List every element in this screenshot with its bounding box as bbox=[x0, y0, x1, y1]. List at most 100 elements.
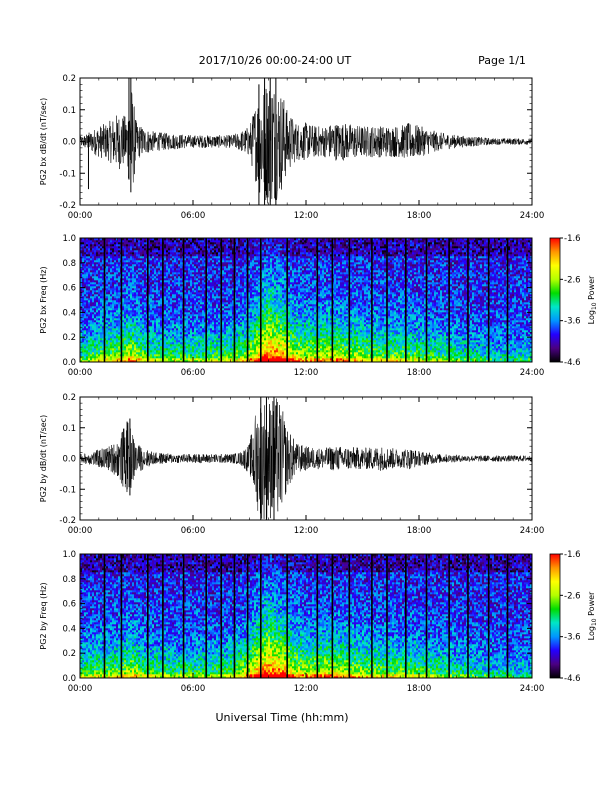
heatmap-cell bbox=[198, 300, 200, 302]
heatmap-cell bbox=[126, 266, 128, 268]
heatmap-cell bbox=[154, 328, 156, 330]
heatmap-cell bbox=[226, 300, 228, 302]
heatmap-cell bbox=[186, 338, 188, 340]
heatmap-cell bbox=[212, 292, 214, 294]
heatmap-cell bbox=[176, 354, 178, 356]
heatmap-cell bbox=[154, 250, 156, 252]
heatmap-cell bbox=[166, 324, 168, 326]
heatmap-cell bbox=[154, 330, 156, 332]
heatmap-cell bbox=[216, 240, 218, 242]
heatmap-cell bbox=[134, 320, 136, 322]
panel-bx-spectrogram: 1.00.80.60.40.20.000:00 06:00 12:00 18:00 24… bbox=[39, 234, 544, 378]
heatmap-cell bbox=[98, 344, 100, 346]
heatmap-cell bbox=[212, 338, 214, 340]
heatmap-cell bbox=[160, 338, 162, 340]
heatmap-cell bbox=[112, 264, 114, 266]
heatmap-cell bbox=[124, 336, 126, 338]
heatmap-cell bbox=[186, 290, 188, 292]
heatmap-cell bbox=[90, 354, 92, 356]
heatmap-cell bbox=[176, 246, 178, 248]
heatmap-cell bbox=[132, 340, 134, 342]
heatmap-cell bbox=[154, 292, 156, 294]
heatmap-cell bbox=[202, 352, 204, 354]
heatmap-cell bbox=[210, 330, 212, 332]
heatmap-cell bbox=[152, 314, 154, 316]
heatmap-cell bbox=[138, 306, 140, 308]
heatmap-cell bbox=[84, 268, 86, 270]
heatmap-cell bbox=[152, 302, 154, 304]
heatmap-cell bbox=[118, 350, 120, 352]
heatmap-cell bbox=[228, 292, 230, 294]
heatmap-cell bbox=[124, 240, 126, 242]
heatmap-cell bbox=[188, 344, 190, 346]
heatmap-cell bbox=[228, 312, 230, 314]
heatmap-cell bbox=[230, 246, 232, 248]
heatmap-cell bbox=[142, 286, 144, 288]
heatmap-cell bbox=[156, 296, 158, 298]
heatmap-cell bbox=[190, 338, 192, 340]
heatmap-cell bbox=[158, 324, 160, 326]
heatmap-cell bbox=[150, 310, 152, 312]
heatmap-cell bbox=[180, 274, 182, 276]
heatmap-cell bbox=[180, 256, 182, 258]
heatmap-cell bbox=[90, 288, 92, 290]
heatmap-cell bbox=[188, 306, 190, 308]
heatmap-cell bbox=[108, 330, 110, 332]
heatmap-cell bbox=[98, 282, 100, 284]
heatmap-cell bbox=[140, 322, 142, 324]
heatmap-cell bbox=[158, 290, 160, 292]
heatmap-cell bbox=[202, 330, 204, 332]
heatmap-cell bbox=[168, 320, 170, 322]
heatmap-cell bbox=[116, 338, 118, 340]
heatmap-cell bbox=[150, 250, 152, 252]
heatmap-cell bbox=[236, 338, 238, 340]
heatmap-cell bbox=[160, 340, 162, 342]
heatmap-cell bbox=[178, 290, 180, 292]
heatmap-cell bbox=[216, 332, 218, 334]
heatmap-cell bbox=[208, 262, 210, 264]
heatmap-cell bbox=[140, 340, 142, 342]
heatmap-cell bbox=[128, 344, 130, 346]
heatmap-cell bbox=[110, 256, 112, 258]
heatmap-cell bbox=[210, 266, 212, 268]
heatmap-cell bbox=[224, 292, 226, 294]
heatmap-cell bbox=[198, 356, 200, 358]
heatmap-cell bbox=[224, 280, 226, 282]
heatmap-cell bbox=[172, 256, 174, 258]
heatmap-cell bbox=[176, 356, 178, 358]
heatmap-cell bbox=[114, 328, 116, 330]
heatmap-cell bbox=[186, 250, 188, 252]
heatmap-cell bbox=[194, 248, 196, 250]
heatmap-cell bbox=[190, 314, 192, 316]
heatmap-cell bbox=[96, 330, 98, 332]
heatmap-cell bbox=[208, 322, 210, 324]
heatmap-cell bbox=[122, 326, 124, 328]
heatmap-cell bbox=[158, 302, 160, 304]
heatmap-cell bbox=[118, 346, 120, 348]
heatmap-cell bbox=[202, 328, 204, 330]
heatmap-cell bbox=[164, 244, 166, 246]
heatmap-cell bbox=[138, 246, 140, 248]
heatmap-cell bbox=[192, 354, 194, 356]
heatmap-cell bbox=[134, 342, 136, 344]
heatmap-cell bbox=[128, 326, 130, 328]
heatmap-cell bbox=[116, 282, 118, 284]
x-tick-label: 18:00 bbox=[407, 211, 432, 221]
heatmap-cell bbox=[84, 278, 86, 280]
heatmap-cell bbox=[96, 274, 98, 276]
heatmap-cell bbox=[114, 254, 116, 256]
heatmap-cell bbox=[84, 290, 86, 292]
heatmap-cell bbox=[180, 246, 182, 248]
heatmap-cell bbox=[164, 322, 166, 324]
heatmap-cell bbox=[114, 282, 116, 284]
heatmap-cell bbox=[138, 346, 140, 348]
heatmap-cell bbox=[138, 334, 140, 336]
heatmap-cell bbox=[202, 322, 204, 324]
heatmap-cell bbox=[136, 286, 138, 288]
heatmap-cell bbox=[130, 280, 132, 282]
heatmap-cell bbox=[200, 324, 202, 326]
heatmap-cell bbox=[118, 260, 120, 262]
heatmap-cell bbox=[138, 276, 140, 278]
heatmap-cell bbox=[216, 288, 218, 290]
heatmap-cell bbox=[176, 268, 178, 270]
